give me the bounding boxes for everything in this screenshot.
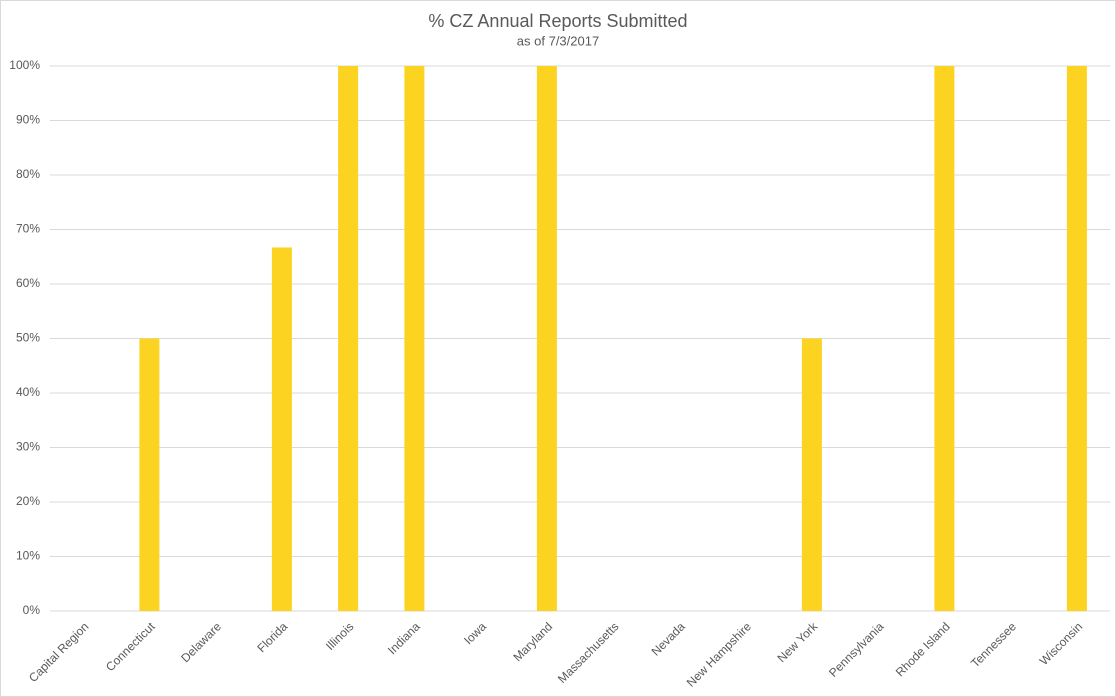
y-tick-label: 80% — [16, 167, 40, 181]
y-tick-label: 100% — [9, 58, 40, 72]
y-tick-label: 30% — [16, 440, 40, 454]
y-tick-label: 20% — [16, 494, 40, 508]
y-tick-label: 50% — [16, 331, 40, 345]
y-tick-label: 70% — [16, 222, 40, 236]
chart-subtitle: as of 7/3/2017 — [517, 33, 599, 48]
bar — [801, 338, 822, 611]
bar — [338, 66, 359, 611]
y-tick-label: 10% — [16, 549, 40, 563]
y-tick-label: 90% — [16, 113, 40, 127]
bar — [404, 66, 425, 611]
y-tick-label: 40% — [16, 385, 40, 399]
chart-title: % CZ Annual Reports Submitted — [428, 11, 687, 31]
y-tick-label: 0% — [23, 603, 41, 617]
y-tick-label: 60% — [16, 276, 40, 290]
bar — [139, 338, 160, 611]
bar — [271, 247, 292, 612]
bar — [1066, 66, 1087, 611]
bar — [934, 66, 955, 611]
bar — [536, 66, 557, 611]
